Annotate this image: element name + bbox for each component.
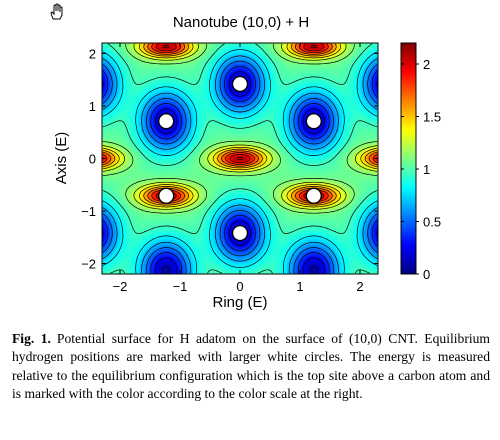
y-axis-ticks: −2 −1 0 1 2 xyxy=(81,47,378,272)
y-tick-label: 0 xyxy=(89,152,96,167)
x-tick-label: 2 xyxy=(356,279,363,294)
equilibrium-marker xyxy=(231,75,249,93)
y-axis-label: Axis (E) xyxy=(53,132,70,185)
colorbar-tick-label: 2 xyxy=(423,57,430,72)
y-tick-label: 2 xyxy=(89,47,96,62)
contour-lines xyxy=(102,43,378,274)
contour-line xyxy=(102,43,378,204)
equilibrium-marker xyxy=(305,113,322,130)
equilibrium-marker xyxy=(231,224,249,242)
hand-pointer-icon xyxy=(50,3,63,20)
chart-title: Nanotube (10,0) + H xyxy=(173,14,309,31)
equilibrium-markers xyxy=(157,75,322,242)
x-tick-label: 0 xyxy=(236,279,243,294)
x-tick-label: −2 xyxy=(113,279,128,294)
caption-text: Potential surface for H adatom on the su… xyxy=(12,331,490,402)
contour-figure: Nanotube (10,0) + H −2 −1 0 1 2 −2 −1 0 1 2 Ring… xyxy=(53,14,441,311)
equilibrium-marker xyxy=(305,187,322,204)
x-axis-ticks: −2 −1 0 1 2 xyxy=(113,43,364,294)
contour-line xyxy=(102,60,378,274)
colorbar-tick-label: 1 xyxy=(423,162,430,177)
contour-line xyxy=(102,43,378,210)
colorbar-gradient xyxy=(401,43,416,274)
colorbar-ticks: 0 0.5 1 1.5 2 xyxy=(401,57,441,282)
y-tick-label: 1 xyxy=(89,99,96,114)
contour-line xyxy=(102,43,378,206)
colorbar-tick-label: 0 xyxy=(423,267,430,282)
contour-line xyxy=(102,71,378,274)
x-axis-label: Ring (E) xyxy=(212,294,267,311)
contour-line xyxy=(102,49,378,274)
y-tick-label: −2 xyxy=(81,257,96,272)
colorbar-tick-label: 1.5 xyxy=(423,110,441,125)
y-tick-label: −1 xyxy=(81,204,96,219)
colorbar-tick-label: 0.5 xyxy=(423,215,441,230)
equilibrium-marker xyxy=(157,187,175,204)
equilibrium-marker xyxy=(157,113,175,130)
contour-line xyxy=(102,43,378,214)
contour-line xyxy=(102,43,378,208)
plot-area: −2 −1 0 1 2 −2 −1 0 1 2 xyxy=(81,42,379,294)
contour-line xyxy=(102,55,378,274)
colorbar-frame xyxy=(400,42,417,275)
caption-label: Fig. 1. xyxy=(12,331,51,346)
contour-line xyxy=(102,43,378,274)
x-tick-label: −1 xyxy=(173,279,188,294)
colorbar: 0 0.5 1 1.5 2 xyxy=(400,42,441,282)
x-tick-label: 1 xyxy=(296,279,303,294)
figure-caption: Fig. 1. Potential surface for H adatom on… xyxy=(12,330,490,404)
contour-line xyxy=(102,65,378,274)
